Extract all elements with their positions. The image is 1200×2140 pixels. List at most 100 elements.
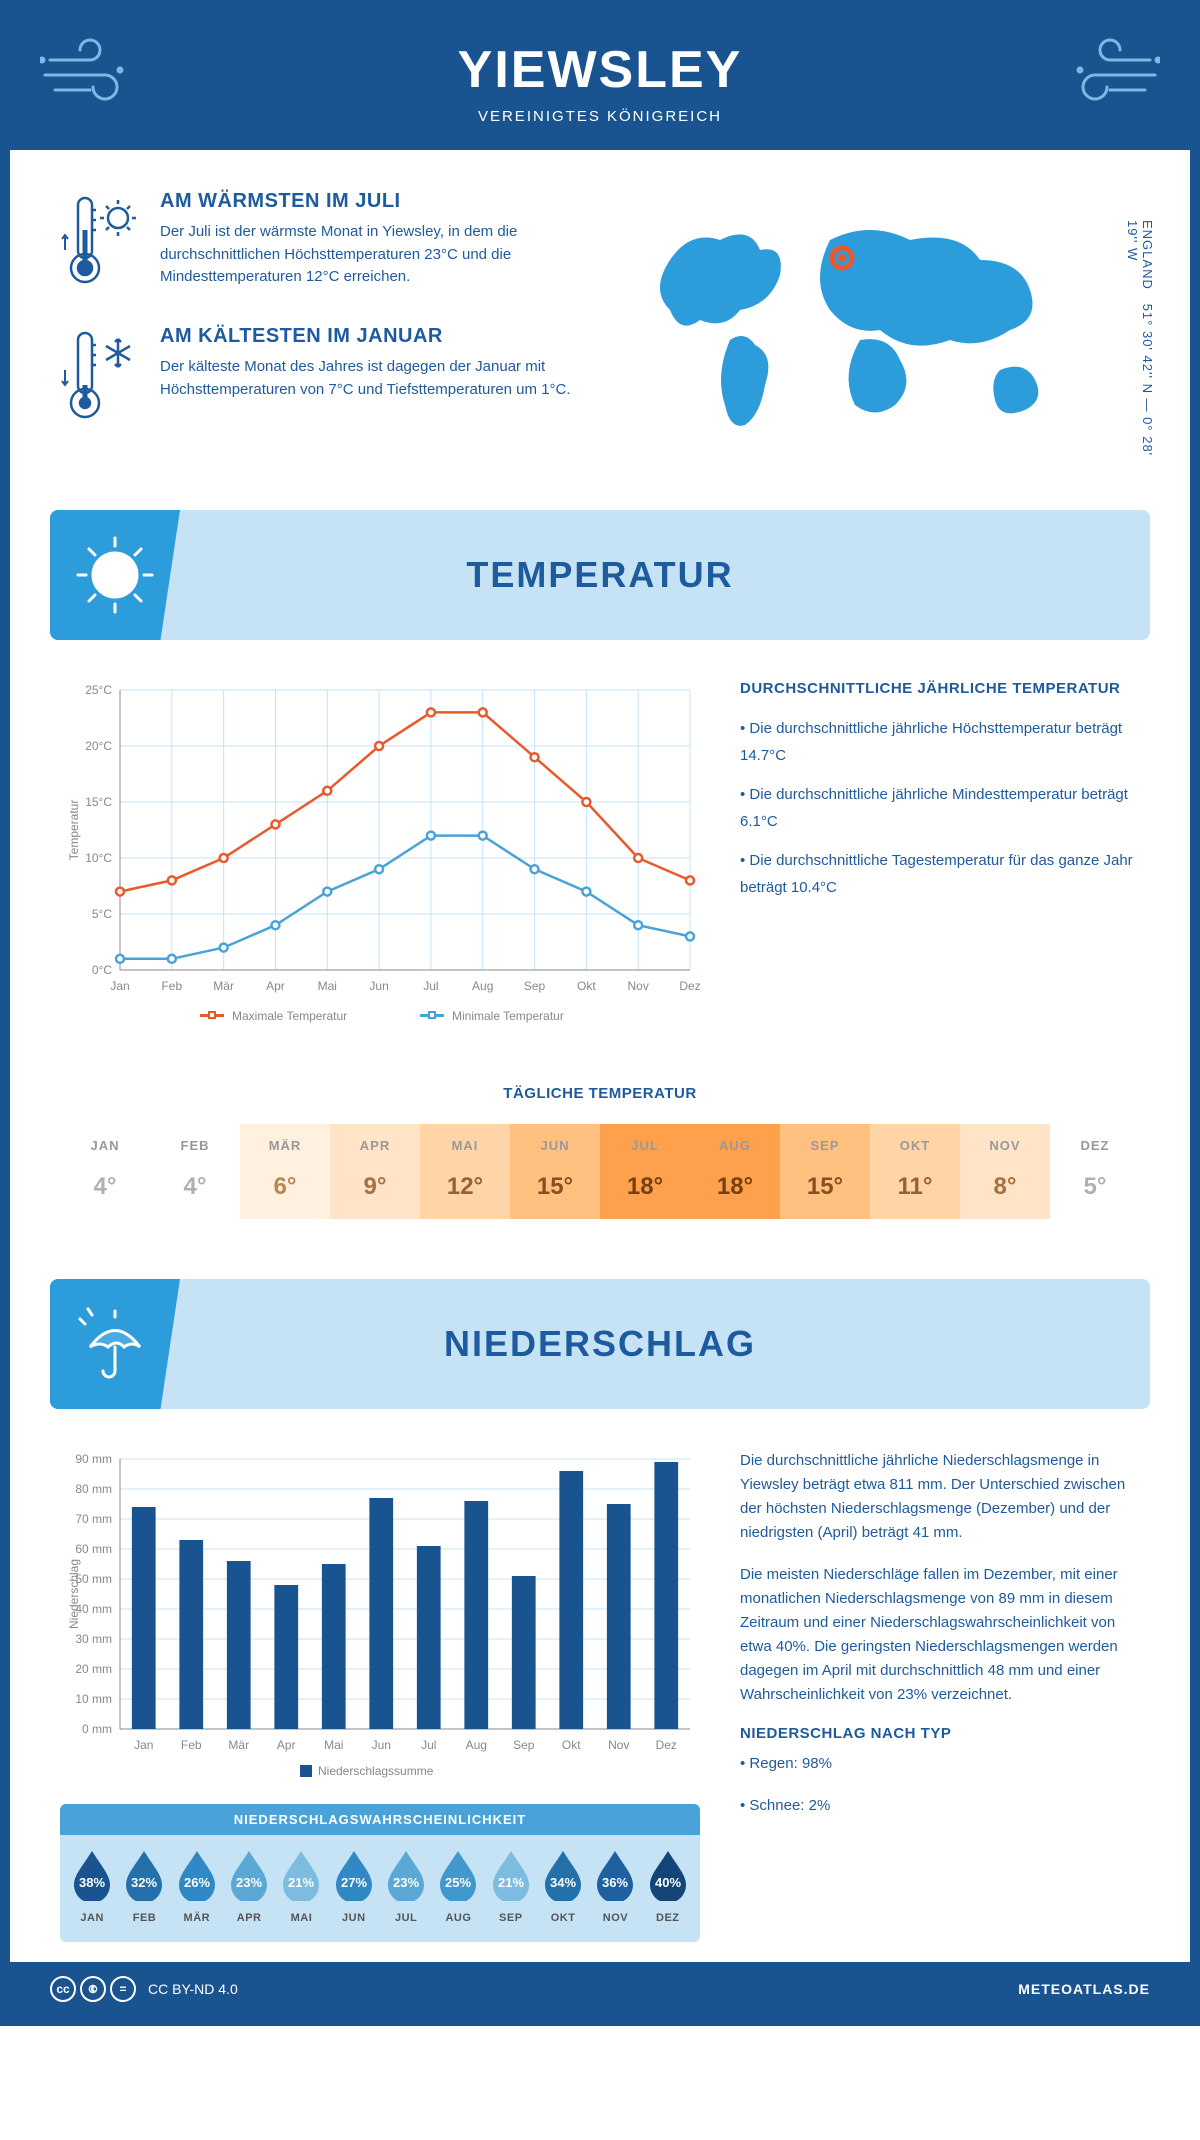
svg-text:80 mm: 80 mm — [75, 1482, 112, 1496]
drop-icon: 40% — [646, 1847, 690, 1901]
prob-drop: 23% APR — [223, 1847, 275, 1924]
svg-text:Temperatur: Temperatur — [67, 800, 81, 861]
month-label: MAI — [420, 1138, 510, 1153]
svg-text:Sep: Sep — [513, 1738, 535, 1752]
daily-temp-cell: DEZ5° — [1050, 1124, 1140, 1219]
svg-text:21%: 21% — [288, 1875, 314, 1890]
svg-text:5°C: 5°C — [92, 907, 112, 921]
temp-value: 11° — [870, 1173, 960, 1201]
svg-text:Maximale Temperatur: Maximale Temperatur — [232, 1009, 347, 1023]
prob-drop: 32%FEB — [118, 1847, 170, 1924]
page-subtitle: VEREINIGTES KÖNIGREICH — [30, 108, 1170, 125]
svg-text:Jul: Jul — [421, 1738, 436, 1752]
page-header: YIEWSLEY VEREINIGTES KÖNIGREICH — [10, 10, 1190, 150]
prob-drop: 40% DEZ — [642, 1847, 694, 1924]
temp-value: 4° — [60, 1173, 150, 1201]
month-label: JUN — [328, 1912, 380, 1924]
svg-text:Dez: Dez — [679, 979, 700, 993]
wind-icon — [1050, 35, 1160, 120]
warmest-text: Der Juli ist der wärmste Monat in Yiewsl… — [160, 221, 590, 289]
precipitation-probability: NIEDERSCHLAGSWAHRSCHEINLICHKEIT 38%JAN32… — [60, 1804, 700, 1942]
prob-drop: 27% JUN — [328, 1847, 380, 1924]
world-map: ENGLAND 51° 30' 42'' N — 0° 28' 19'' W — [620, 190, 1140, 460]
svg-text:Nov: Nov — [628, 979, 649, 993]
wind-icon — [40, 35, 150, 120]
svg-text:Mai: Mai — [324, 1738, 343, 1752]
temp-value: 6° — [240, 1173, 330, 1201]
daily-temp-cell: JUN15° — [510, 1124, 600, 1219]
daily-temp-heading: TÄGLICHE TEMPERATUR — [60, 1085, 1140, 1102]
svg-text:Minimale Temperatur: Minimale Temperatur — [452, 1009, 564, 1023]
site-name: METEOATLAS.DE — [1018, 1981, 1150, 1997]
coldest-text: Der kälteste Monat des Jahres ist dagege… — [160, 356, 590, 401]
svg-text:Jun: Jun — [372, 1738, 391, 1752]
month-label: FEB — [150, 1138, 240, 1153]
svg-text:Mär: Mär — [228, 1738, 249, 1752]
svg-text:Okt: Okt — [577, 979, 596, 993]
prob-drop: 36%NOV — [589, 1847, 641, 1924]
month-label: SEP — [780, 1138, 870, 1153]
prob-drop: 34%OKT — [537, 1847, 589, 1924]
month-label: JUN — [510, 1138, 600, 1153]
svg-text:Sep: Sep — [524, 979, 546, 993]
license-text: CC BY-ND 4.0 — [148, 1981, 238, 1997]
daily-temp-cell: FEB4° — [150, 1124, 240, 1219]
drop-icon: 23% — [384, 1847, 428, 1901]
svg-text:Jan: Jan — [134, 1738, 153, 1752]
svg-text:25°C: 25°C — [85, 683, 112, 697]
thermometer-snow-icon — [60, 325, 140, 430]
temp-value: 8° — [960, 1173, 1050, 1201]
svg-text:36%: 36% — [602, 1875, 628, 1890]
svg-text:10°C: 10°C — [85, 851, 112, 865]
svg-text:Aug: Aug — [472, 979, 493, 993]
daily-temp-cell: OKT11° — [870, 1124, 960, 1219]
temp-value: 12° — [420, 1173, 510, 1201]
svg-text:25%: 25% — [445, 1875, 471, 1890]
svg-text:Apr: Apr — [277, 1738, 296, 1752]
prob-drop: 21%MAI — [275, 1847, 327, 1924]
precipitation-info: Die durchschnittliche jährliche Niedersc… — [740, 1449, 1140, 1942]
temp-value: 9° — [330, 1173, 420, 1201]
svg-text:0°C: 0°C — [92, 963, 112, 977]
svg-text:Niederschlagssumme: Niederschlagssumme — [318, 1764, 434, 1778]
prob-drop: 26%MÄR — [171, 1847, 223, 1924]
svg-text:Nov: Nov — [608, 1738, 629, 1752]
temp-info-heading: DURCHSCHNITTLICHE JÄHRLICHE TEMPERATUR — [740, 680, 1140, 697]
month-label: MÄR — [240, 1138, 330, 1153]
drop-icon: 32% — [122, 1847, 166, 1901]
page-title: YIEWSLEY — [30, 40, 1170, 100]
svg-text:70 mm: 70 mm — [75, 1512, 112, 1526]
svg-text:32%: 32% — [131, 1875, 157, 1890]
svg-text:90 mm: 90 mm — [75, 1452, 112, 1466]
svg-text:23%: 23% — [236, 1875, 262, 1890]
temp-value: 15° — [780, 1173, 870, 1201]
coordinates: ENGLAND 51° 30' 42'' N — 0° 28' 19'' W — [1125, 220, 1155, 460]
precip-para: Die meisten Niederschläge fallen im Deze… — [740, 1563, 1140, 1707]
svg-text:Niederschlag: Niederschlag — [67, 1559, 81, 1629]
umbrella-icon — [50, 1279, 180, 1409]
month-label: OKT — [537, 1912, 589, 1924]
svg-text:0 mm: 0 mm — [82, 1722, 112, 1736]
prob-heading: NIEDERSCHLAGSWAHRSCHEINLICHKEIT — [60, 1804, 700, 1835]
month-label: JUL — [600, 1138, 690, 1153]
overview-section: AM WÄRMSTEN IM JULI Der Juli ist der wär… — [10, 150, 1190, 490]
temp-bullet: • Die durchschnittliche jährliche Höchst… — [740, 715, 1140, 769]
drop-icon: 27% — [332, 1847, 376, 1901]
month-label: APR — [223, 1912, 275, 1924]
warmest-title: AM WÄRMSTEN IM JULI — [160, 190, 590, 213]
month-label: NOV — [960, 1138, 1050, 1153]
daily-temp-cell: NOV 8° — [960, 1124, 1050, 1219]
temperature-chart: 0°C5°C10°C15°C20°C25°CJanFebMärAprMaiJun… — [60, 680, 700, 1045]
prob-drop: 25%AUG — [432, 1847, 484, 1924]
temperature-banner: TEMPERATUR — [50, 510, 1150, 640]
svg-text:20°C: 20°C — [85, 739, 112, 753]
month-label: DEZ — [642, 1912, 694, 1924]
daily-temp-cell: JUL18° — [600, 1124, 690, 1219]
precip-type-bullet: • Schnee: 2% — [740, 1794, 1140, 1818]
page-footer: cc 🅮 = CC BY-ND 4.0 METEOATLAS.DE — [10, 1962, 1190, 2016]
svg-text:Jul: Jul — [423, 979, 438, 993]
daily-temp-cell: MAI 12° — [420, 1124, 510, 1219]
month-label: MÄR — [171, 1912, 223, 1924]
precipitation-chart: 0 mm10 mm20 mm30 mm40 mm50 mm60 mm70 mm8… — [60, 1449, 700, 1942]
svg-text:Jan: Jan — [110, 979, 129, 993]
